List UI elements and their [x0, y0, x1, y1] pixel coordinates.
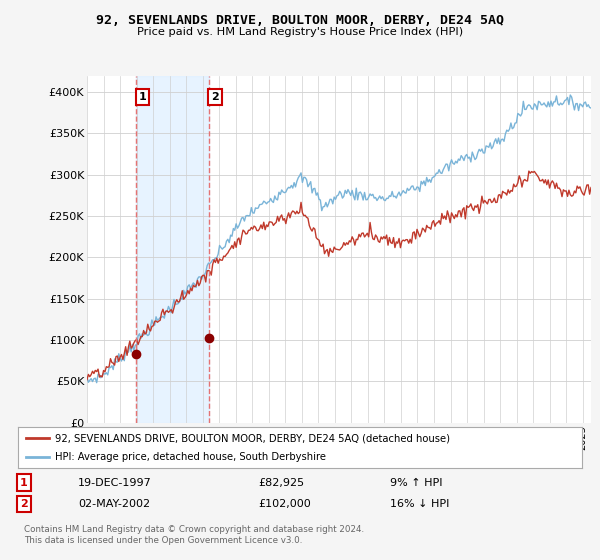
Text: Price paid vs. HM Land Registry's House Price Index (HPI): Price paid vs. HM Land Registry's House …	[137, 27, 463, 37]
Text: 92, SEVENLANDS DRIVE, BOULTON MOOR, DERBY, DE24 5AQ: 92, SEVENLANDS DRIVE, BOULTON MOOR, DERB…	[96, 14, 504, 27]
Text: 1: 1	[139, 92, 146, 102]
Text: 19-DEC-1997: 19-DEC-1997	[78, 478, 152, 488]
Bar	[136, 76, 209, 423]
Text: 2: 2	[20, 499, 28, 509]
Text: 16% ↓ HPI: 16% ↓ HPI	[390, 499, 449, 509]
Text: 2: 2	[211, 92, 219, 102]
Text: £82,925: £82,925	[258, 478, 304, 488]
Text: HPI: Average price, detached house, South Derbyshire: HPI: Average price, detached house, Sout…	[55, 452, 326, 461]
Text: 9% ↑ HPI: 9% ↑ HPI	[390, 478, 443, 488]
Text: 02-MAY-2002: 02-MAY-2002	[78, 499, 150, 509]
Text: £102,000: £102,000	[258, 499, 311, 509]
Text: 1: 1	[20, 478, 28, 488]
Text: 92, SEVENLANDS DRIVE, BOULTON MOOR, DERBY, DE24 5AQ (detached house): 92, SEVENLANDS DRIVE, BOULTON MOOR, DERB…	[55, 433, 449, 443]
Text: Contains HM Land Registry data © Crown copyright and database right 2024.
This d: Contains HM Land Registry data © Crown c…	[24, 525, 364, 545]
